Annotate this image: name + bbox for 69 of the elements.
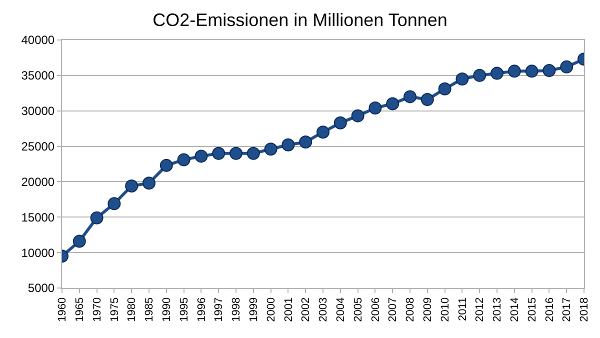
point bbox=[194, 150, 208, 163]
x-tick-label: 2011 bbox=[456, 297, 469, 322]
chart-title: CO2-Emissionen in Millionen Tonnen bbox=[152, 10, 448, 30]
x-tick-label: 1960 bbox=[56, 297, 69, 322]
point bbox=[386, 97, 400, 110]
x-tick-label: 1997 bbox=[213, 297, 226, 322]
point bbox=[525, 64, 538, 78]
y-tick-label: 35000 bbox=[21, 68, 55, 83]
y-tick-label: 40000 bbox=[21, 33, 55, 48]
point bbox=[560, 60, 574, 74]
point bbox=[542, 64, 556, 77]
x-tick-label: 2013 bbox=[492, 297, 504, 322]
x-tick-label: 2016 bbox=[544, 297, 556, 322]
x-tick-label: 1970 bbox=[91, 297, 104, 322]
point bbox=[282, 138, 295, 152]
y-tick-label: 30000 bbox=[21, 104, 55, 118]
x-tick-label: 1965 bbox=[74, 297, 86, 322]
x-tick-label: 1999 bbox=[248, 297, 260, 322]
point bbox=[177, 153, 190, 166]
x-tick-label: 2001 bbox=[282, 297, 295, 322]
x-tick-label: 1995 bbox=[178, 297, 190, 322]
point bbox=[490, 66, 504, 80]
x-tick-label: 2008 bbox=[404, 297, 417, 322]
point bbox=[72, 234, 86, 248]
point bbox=[420, 93, 434, 106]
y-tick-label: 25000 bbox=[21, 139, 55, 154]
x-tick-label: 2002 bbox=[300, 297, 312, 322]
x-tick-label: 2000 bbox=[265, 297, 278, 322]
point bbox=[90, 211, 104, 224]
point bbox=[125, 179, 138, 192]
y-tick-label: 5000 bbox=[28, 281, 55, 296]
point bbox=[368, 102, 382, 115]
x-tick-label: 2006 bbox=[370, 297, 382, 322]
x-tick-label: 2012 bbox=[474, 297, 486, 322]
x-tick-label: 1996 bbox=[196, 297, 208, 322]
x-tick-label: 1975 bbox=[108, 297, 121, 322]
point bbox=[404, 90, 416, 104]
point bbox=[246, 146, 260, 160]
x-tick-label: 1985 bbox=[144, 297, 156, 322]
x-tick-label: 1998 bbox=[230, 297, 243, 322]
point bbox=[456, 72, 469, 86]
point bbox=[316, 126, 330, 139]
x-tick-label: 2014 bbox=[508, 297, 521, 322]
x-tick-label: 2004 bbox=[334, 297, 347, 322]
x-tick-label: 2018 bbox=[578, 297, 591, 322]
point bbox=[351, 109, 364, 122]
point bbox=[230, 146, 242, 160]
point bbox=[508, 64, 521, 78]
point bbox=[473, 68, 486, 82]
x-tick-label: 2017 bbox=[561, 297, 574, 322]
x-tick-label: 2005 bbox=[352, 297, 364, 322]
point bbox=[160, 158, 173, 172]
x-tick-label: 2015 bbox=[526, 297, 538, 322]
point bbox=[438, 82, 452, 96]
y-tick-label: 15000 bbox=[21, 210, 55, 224]
x-tick-label: 2007 bbox=[387, 297, 400, 322]
point bbox=[142, 176, 156, 190]
y-tick-label: 10000 bbox=[21, 246, 55, 260]
point bbox=[264, 142, 278, 156]
x-tick-label: 1990 bbox=[160, 297, 173, 322]
y-tick-label: 20000 bbox=[21, 174, 55, 189]
point bbox=[299, 136, 312, 149]
x-tick-label: 2010 bbox=[439, 297, 452, 322]
point bbox=[212, 146, 226, 160]
x-tick-label: 2009 bbox=[422, 297, 434, 322]
point bbox=[334, 116, 347, 130]
x-tick-label: 1980 bbox=[126, 297, 138, 322]
point bbox=[108, 197, 121, 210]
x-tick-label: 2003 bbox=[318, 297, 330, 322]
